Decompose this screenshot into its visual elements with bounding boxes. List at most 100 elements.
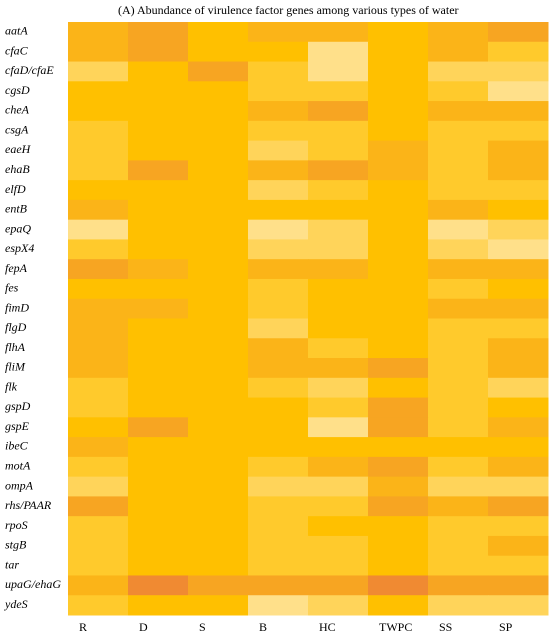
row-label: entB bbox=[5, 202, 28, 216]
heatmap-cell bbox=[488, 535, 549, 557]
heatmap-cell bbox=[308, 496, 369, 517]
heatmap-cell bbox=[428, 595, 489, 616]
heatmap-cell bbox=[188, 496, 249, 517]
heatmap-cell bbox=[188, 259, 249, 280]
heatmap-cell bbox=[428, 575, 489, 596]
heatmap-cell bbox=[308, 318, 369, 339]
heatmap-cell bbox=[308, 535, 369, 557]
heatmap-cell bbox=[428, 101, 489, 122]
heatmap-cell bbox=[248, 516, 309, 537]
heatmap-cell bbox=[308, 22, 369, 43]
heatmap-cell bbox=[248, 22, 309, 43]
heatmap-cell bbox=[308, 61, 369, 82]
heatmap-cell bbox=[488, 555, 549, 576]
row-label: epaQ bbox=[5, 221, 31, 235]
heatmap-cell bbox=[188, 22, 249, 43]
heatmap-cell bbox=[128, 595, 189, 616]
heatmap-cell bbox=[308, 199, 369, 221]
heatmap-cell bbox=[308, 120, 369, 142]
heatmap-cell bbox=[488, 259, 549, 280]
heatmap-cell bbox=[188, 41, 249, 63]
heatmap-cell bbox=[428, 180, 489, 201]
heatmap-cell bbox=[188, 358, 249, 379]
heatmap-cell bbox=[308, 338, 369, 359]
heatmap-cell bbox=[368, 456, 429, 478]
heatmap-cell bbox=[68, 101, 129, 122]
heatmap-cell bbox=[68, 338, 129, 359]
heatmap-cell bbox=[68, 535, 129, 557]
heatmap-cell bbox=[248, 199, 309, 221]
heatmap-cell bbox=[308, 397, 369, 418]
row-label: ibeC bbox=[5, 439, 29, 453]
heatmap-cell bbox=[68, 120, 129, 142]
heatmap-cell bbox=[128, 259, 189, 280]
heatmap-cell bbox=[368, 61, 429, 82]
heatmap-cell bbox=[248, 298, 309, 319]
heatmap-cell bbox=[68, 437, 129, 458]
heatmap-cell bbox=[188, 417, 249, 438]
heatmap-cell bbox=[428, 120, 489, 142]
heatmap-cell bbox=[428, 417, 489, 438]
heatmap-cell bbox=[128, 575, 189, 596]
heatmap-cell bbox=[368, 318, 429, 339]
heatmap-cell bbox=[488, 496, 549, 517]
heatmap-cell bbox=[248, 358, 309, 379]
heatmap-cell bbox=[368, 338, 429, 359]
heatmap-cell bbox=[248, 259, 309, 280]
heatmap-cell bbox=[248, 555, 309, 576]
heatmap-cell bbox=[248, 437, 309, 458]
heatmap-cell bbox=[188, 535, 249, 557]
heatmap-cell bbox=[488, 595, 549, 616]
heatmap-cell bbox=[368, 160, 429, 181]
row-label: fliM bbox=[5, 360, 26, 374]
heatmap-cell bbox=[68, 516, 129, 537]
heatmap-cell bbox=[428, 199, 489, 221]
heatmap-cell bbox=[248, 535, 309, 557]
heatmap-cell bbox=[308, 101, 369, 122]
heatmap-cell bbox=[68, 318, 129, 339]
heatmap-cell bbox=[128, 555, 189, 576]
heatmap-cell bbox=[128, 81, 189, 102]
row-label: stgB bbox=[5, 538, 27, 552]
heatmap-cell bbox=[188, 338, 249, 359]
heatmap-cell bbox=[188, 219, 249, 240]
heatmap-cell bbox=[368, 437, 429, 458]
heatmap-cell bbox=[428, 555, 489, 576]
column-label: TWPC bbox=[379, 620, 412, 634]
heatmap-cell bbox=[368, 22, 429, 43]
heatmap-cell bbox=[188, 516, 249, 537]
heatmap-cell bbox=[368, 81, 429, 102]
heatmap-cell bbox=[488, 81, 549, 102]
heatmap-cell bbox=[368, 358, 429, 379]
heatmap-cell bbox=[368, 239, 429, 260]
heatmap-cell bbox=[128, 199, 189, 221]
heatmap-cell bbox=[128, 358, 189, 379]
heatmap-cell bbox=[68, 496, 129, 517]
heatmap-cell bbox=[428, 61, 489, 82]
heatmap-cell bbox=[428, 278, 489, 300]
heatmap-cell bbox=[308, 555, 369, 576]
row-label: cheA bbox=[5, 103, 30, 117]
heatmap-cell bbox=[368, 219, 429, 240]
heatmap-cell bbox=[428, 140, 489, 161]
heatmap-cell bbox=[308, 140, 369, 161]
heatmap-cell bbox=[308, 437, 369, 458]
heatmap-cell bbox=[128, 41, 189, 63]
heatmap-cell bbox=[368, 259, 429, 280]
heatmap-cell bbox=[488, 180, 549, 201]
row-label: upaG/ehaG bbox=[5, 577, 61, 591]
heatmap-cell bbox=[368, 417, 429, 438]
heatmap-cell bbox=[308, 298, 369, 319]
row-label: flgD bbox=[5, 320, 27, 334]
heatmap-cell bbox=[188, 318, 249, 339]
heatmap-cell bbox=[368, 180, 429, 201]
heatmap-cell bbox=[368, 377, 429, 399]
heatmap-cell bbox=[488, 101, 549, 122]
row-label: flhA bbox=[5, 340, 26, 354]
heatmap-cell bbox=[68, 278, 129, 300]
row-label: ehaB bbox=[5, 162, 30, 176]
heatmap-cell bbox=[308, 377, 369, 399]
heatmap-cell bbox=[128, 417, 189, 438]
heatmap-cell bbox=[128, 476, 189, 497]
